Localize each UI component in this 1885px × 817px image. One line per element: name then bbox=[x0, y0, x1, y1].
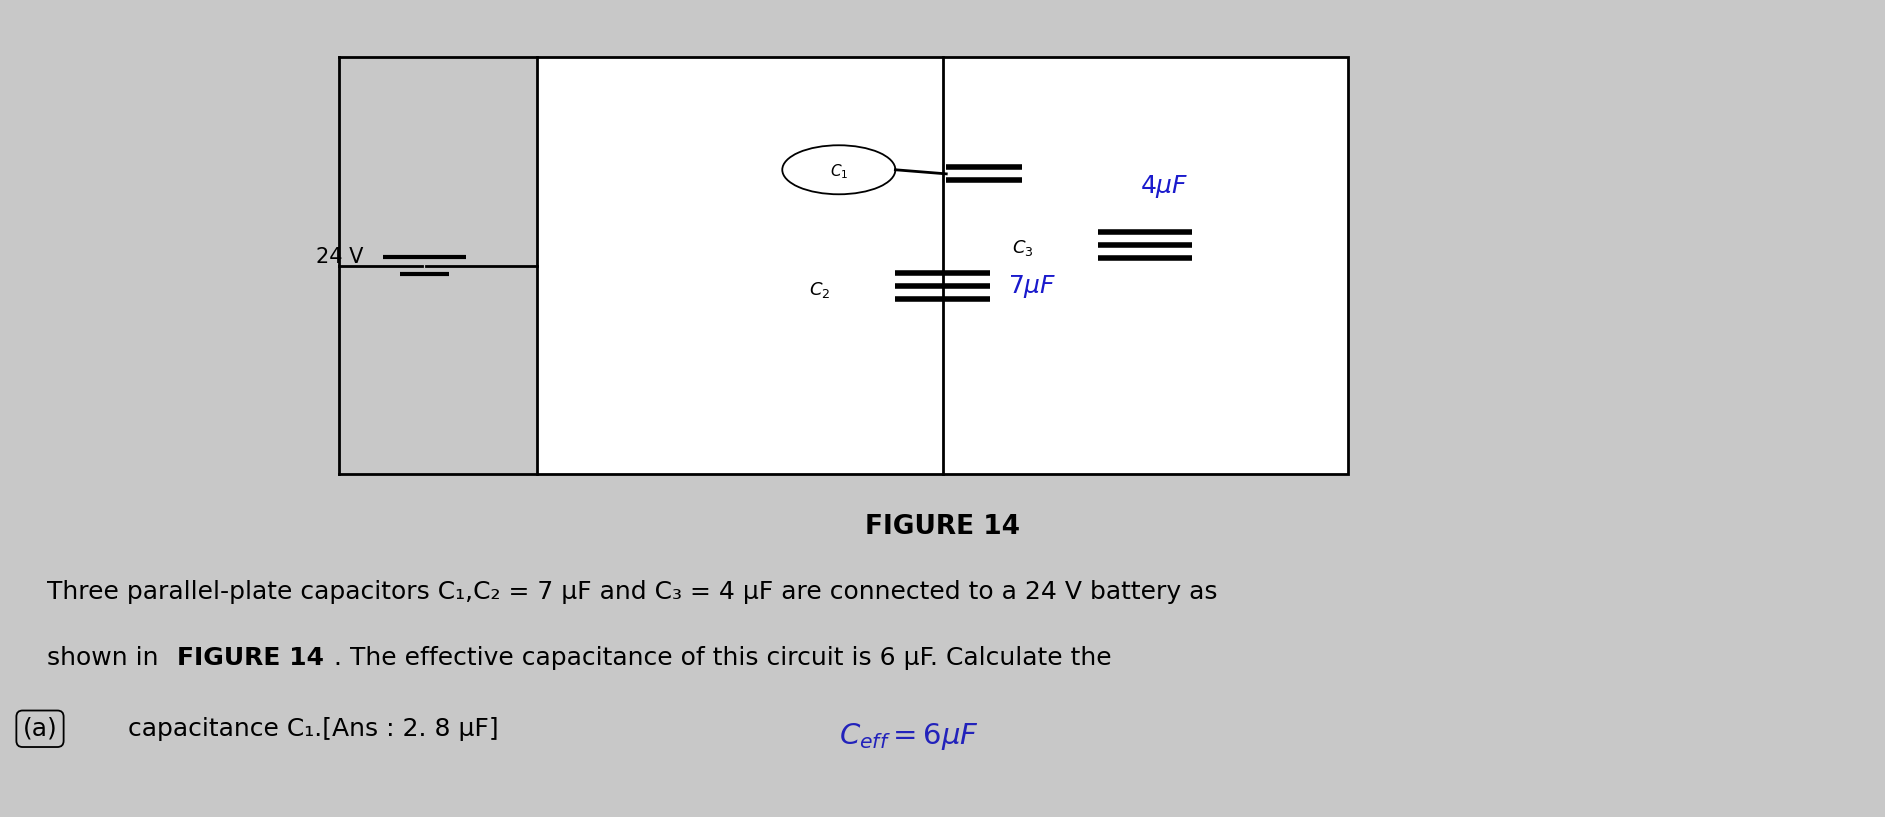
Text: capacitance C₁.[Ans : 2. 8 μF]: capacitance C₁.[Ans : 2. 8 μF] bbox=[128, 717, 500, 741]
Text: shown in: shown in bbox=[47, 645, 166, 670]
Text: . The effective capacitance of this circuit is 6 μF. Calculate the: . The effective capacitance of this circ… bbox=[334, 645, 1112, 670]
Text: $C_1$: $C_1$ bbox=[829, 162, 848, 181]
Text: $C_2$: $C_2$ bbox=[809, 280, 831, 301]
Text: FIGURE 14: FIGURE 14 bbox=[177, 645, 324, 670]
Text: (a): (a) bbox=[23, 717, 57, 741]
Text: $7\mu F$: $7\mu F$ bbox=[1008, 273, 1057, 300]
Text: 24 V: 24 V bbox=[317, 248, 364, 267]
Text: $C_3$: $C_3$ bbox=[1012, 238, 1033, 258]
Text: Three parallel-plate capacitors C₁,C₂ = 7 μF and C₃ = 4 μF are connected to a 24: Three parallel-plate capacitors C₁,C₂ = … bbox=[47, 580, 1218, 605]
Text: $C_{eff} = 6\mu F$: $C_{eff} = 6\mu F$ bbox=[839, 721, 978, 752]
Text: $4\mu F$: $4\mu F$ bbox=[1140, 173, 1188, 200]
Bar bbox=[537, 57, 1348, 474]
Text: FIGURE 14: FIGURE 14 bbox=[865, 514, 1020, 540]
